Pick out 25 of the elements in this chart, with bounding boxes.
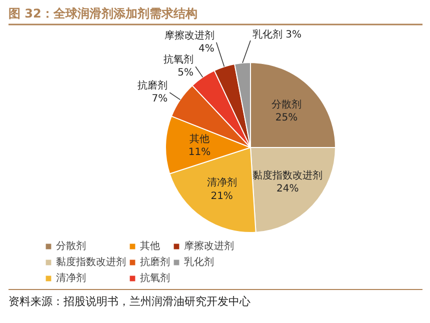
data-label: 4% xyxy=(198,44,214,55)
legend-label: 摩擦改进剂 xyxy=(184,240,234,253)
data-label: 11% xyxy=(188,147,211,158)
slice-label: 摩擦改进剂 xyxy=(164,29,214,42)
chart-title: 图 32：全球润滑剂添加剂需求结构 xyxy=(8,6,198,20)
data-label: 7% xyxy=(152,94,168,105)
legend-label: 其他 xyxy=(140,240,160,253)
text: 资料来源：招股说明书，兰州润滑油研究开发中心 xyxy=(8,295,250,308)
data-label: 25% xyxy=(275,112,298,124)
data-label: 21% xyxy=(210,190,233,202)
slice-label: 分散剂 xyxy=(272,98,302,110)
data-label: 24% xyxy=(276,184,299,195)
slice-label: 抗氧剂 xyxy=(164,54,194,66)
slice-label: 清净剂 xyxy=(206,176,237,189)
slice-label: 抗磨剂 xyxy=(138,79,168,92)
legend-label: 乳化剂 xyxy=(184,256,214,269)
legend-label: 黏度指数改进剂 xyxy=(56,256,126,269)
slice-label: 其他 xyxy=(190,132,210,145)
legend-label: 分散剂 xyxy=(56,240,86,253)
category-label: 乳化剂 3% xyxy=(252,30,302,40)
slice-label: 黏度指数改进剂 xyxy=(252,169,323,182)
legend-label: 抗磨剂 xyxy=(140,256,170,269)
data-label: 5% xyxy=(178,68,194,79)
legend-label: 清净剂 xyxy=(56,272,86,285)
legend-label: 抗氧剂 xyxy=(140,272,170,285)
